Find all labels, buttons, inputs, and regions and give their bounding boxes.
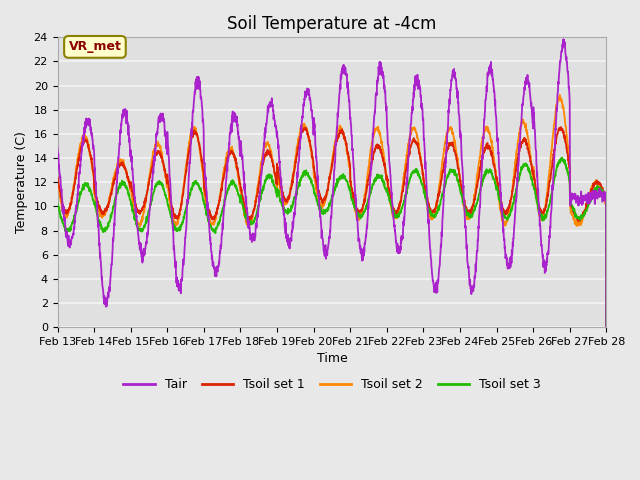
Title: Soil Temperature at -4cm: Soil Temperature at -4cm bbox=[227, 15, 436, 33]
X-axis label: Time: Time bbox=[317, 352, 348, 365]
Y-axis label: Temperature (C): Temperature (C) bbox=[15, 132, 28, 233]
Legend: Tair, Tsoil set 1, Tsoil set 2, Tsoil set 3: Tair, Tsoil set 1, Tsoil set 2, Tsoil se… bbox=[118, 373, 545, 396]
Text: VR_met: VR_met bbox=[68, 40, 122, 53]
